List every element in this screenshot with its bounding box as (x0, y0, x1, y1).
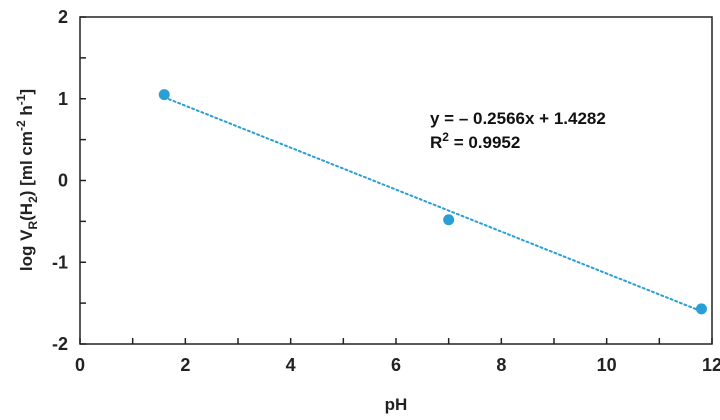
y-tick-label: 0 (58, 171, 68, 191)
x-axis-title: pH (385, 395, 408, 414)
data-point (695, 303, 707, 315)
r-squared-label: R2 = 0.9952 (430, 130, 520, 152)
y-tick-label: -2 (52, 334, 68, 354)
y-axis-title: log VR(H2) [ml cm-2 h-1] (14, 89, 40, 271)
x-tick-label: 2 (180, 355, 190, 375)
x-tick-label: 8 (496, 355, 506, 375)
y-tick-label: 1 (58, 89, 68, 109)
y-axis-title-h-unit: h (17, 105, 36, 120)
y-axis-title-subscript-r: R (26, 221, 40, 230)
plot-border (79, 16, 713, 345)
y-axis-title-subscript-2: 2 (26, 196, 40, 203)
r-squared-value: = 0.9952 (449, 133, 520, 152)
x-tick-label: 4 (286, 355, 296, 375)
x-tick-label: 10 (597, 355, 617, 375)
data-points (158, 89, 707, 315)
y-axis-title-superscript-h: -1 (14, 94, 28, 105)
trendline-equation: y = – 0.2566x + 1.4282 (430, 109, 606, 128)
trendline (163, 96, 703, 313)
data-point (158, 89, 170, 101)
x-tick-label: 12 (702, 355, 720, 375)
x-tick-label: 6 (391, 355, 401, 375)
y-axis-title-units: ) [ml cm (17, 131, 36, 196)
x-axis: 0 2 4 6 8 10 12 (75, 338, 720, 375)
plot-area (79, 16, 713, 345)
r-squared-superscript: 2 (442, 130, 449, 144)
data-point (443, 214, 455, 226)
y-axis-title-h: (H (17, 203, 36, 221)
y-axis: -2 -1 0 1 2 (52, 7, 86, 354)
y-tick-label: -1 (52, 252, 68, 272)
y-axis-title-suffix: ] (17, 89, 36, 95)
trendline-group (163, 96, 703, 313)
x-tick-label: 0 (75, 355, 85, 375)
y-axis-title-superscript-cm: -2 (14, 120, 28, 131)
y-axis-title-prefix: log V (17, 229, 36, 271)
r-squared-prefix: R (430, 133, 442, 152)
y-tick-label: 2 (58, 7, 68, 27)
